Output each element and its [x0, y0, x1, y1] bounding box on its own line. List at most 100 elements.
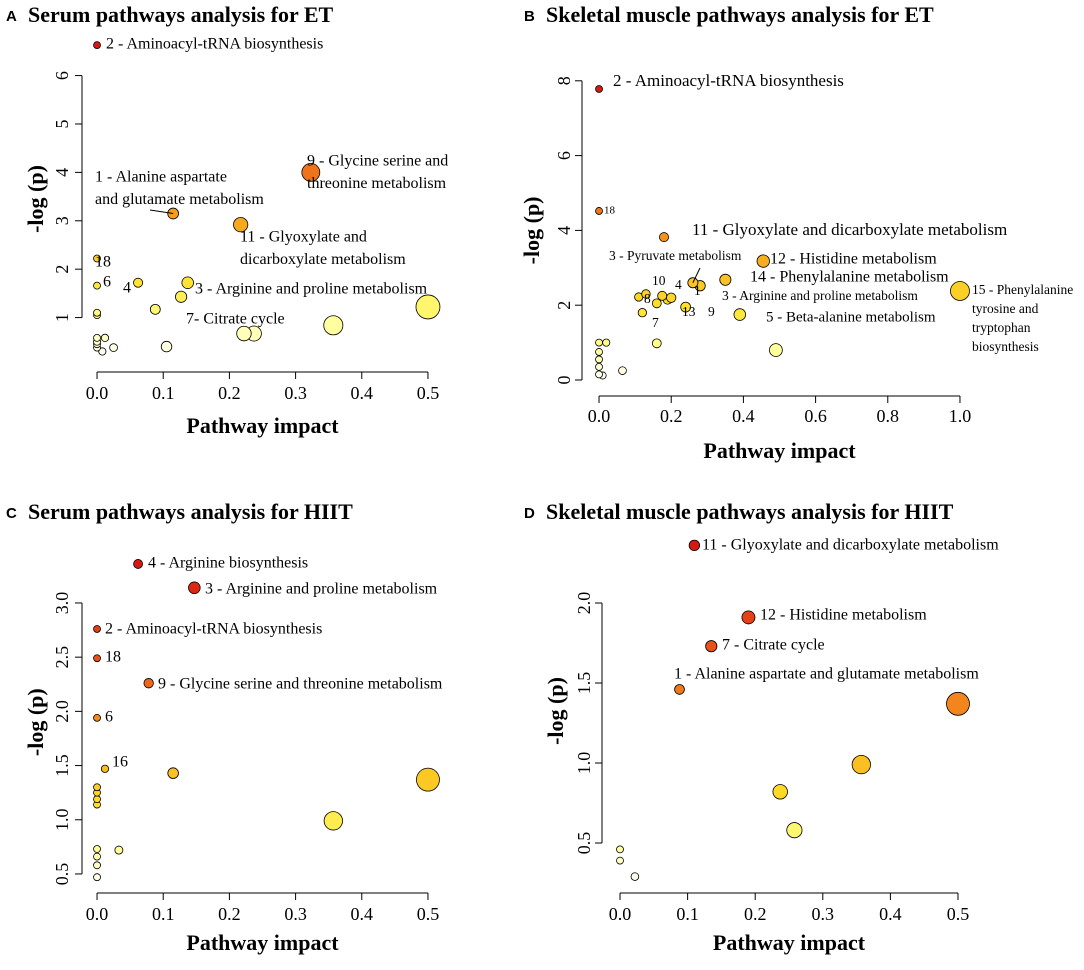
pathway-point: [657, 290, 668, 301]
pathway-point: [772, 784, 788, 800]
pathway-point: [93, 41, 101, 49]
point-label: 3 - Arginine and proline metabolism: [722, 288, 918, 303]
pathway-point: [114, 845, 124, 855]
y-axis-label: -log (p): [519, 196, 544, 264]
point-label: 7: [652, 315, 659, 330]
point-label: 6: [105, 709, 113, 726]
x-axis-label: Pathway impact: [186, 930, 339, 955]
y-axis-label: -log (p): [23, 688, 48, 756]
pathway-point: [637, 308, 647, 318]
x-tick-label: 0.4: [732, 406, 755, 426]
x-tick-label: 0.0: [609, 904, 632, 924]
x-tick-label: 0.1: [152, 383, 175, 403]
y-tick-label: 2: [554, 301, 574, 310]
pathway-point: [641, 289, 651, 299]
pathway-point: [705, 640, 718, 653]
pathway-point: [595, 338, 603, 347]
leader-line: [149, 209, 174, 215]
x-axis-label: Pathway impact: [713, 930, 866, 955]
panel-letter: A: [6, 8, 17, 25]
leader-line: [692, 267, 701, 283]
pathway-point: [160, 340, 173, 353]
y-tick-label: 2.0: [52, 700, 72, 723]
pathway-point: [688, 539, 701, 552]
y-tick-label: 0: [554, 376, 574, 385]
panel-letter: C: [6, 505, 17, 522]
pathway-point: [618, 366, 627, 375]
pathway-point: [719, 273, 732, 286]
point-label: 10: [652, 273, 666, 288]
pathway-point: [595, 348, 603, 356]
point-label: 7- Citrate cycle: [186, 311, 285, 328]
point-label: 6: [103, 274, 111, 291]
point-label: tryptophan: [972, 320, 1031, 335]
point-label: 9: [708, 304, 715, 319]
pathway-point: [167, 767, 179, 779]
y-tick-label: 2: [52, 265, 72, 274]
y-tick-label: 5: [52, 119, 72, 128]
pathway-point: [769, 343, 783, 357]
point-label: 15 - Phenylalanine: [972, 282, 1073, 297]
pathway-point: [149, 303, 161, 315]
point-label: 9 - Glycine serine and threonine metabol…: [158, 676, 443, 693]
pathway-point: [666, 292, 677, 303]
pathway-point: [851, 754, 871, 775]
y-tick-label: 1: [52, 313, 72, 322]
point-label: 4 - Arginine biosynthesis: [148, 555, 308, 572]
y-tick-label: 0.5: [52, 863, 72, 886]
pathway-point: [93, 873, 101, 882]
x-tick-label: 0.3: [284, 383, 307, 403]
pathway-point: [133, 559, 143, 569]
pathway-point: [630, 872, 640, 881]
x-tick-label: 0.2: [218, 383, 241, 403]
y-axis-label: -log (p): [23, 165, 48, 233]
pathway-point: [93, 713, 101, 722]
x-tick-label: 0.2: [744, 904, 767, 924]
point-label: 18: [95, 254, 111, 271]
pathway-point: [659, 232, 669, 243]
x-tick-label: 0.2: [660, 406, 683, 426]
y-tick-label: 2.5: [52, 646, 72, 669]
y-tick-label: 4: [52, 168, 72, 177]
x-tick-label: 0.5: [417, 383, 440, 403]
point-label: 4: [123, 280, 131, 297]
panel-title: Serum pathways analysis for HIIT: [28, 499, 353, 524]
x-tick-label: 0.0: [86, 904, 109, 924]
point-label: 9 - Glycine serine and: [307, 153, 448, 170]
point-label: 3 - Pyruvate metabolism: [609, 248, 742, 263]
point-label: 1: [694, 283, 701, 298]
x-tick-label: 0.2: [218, 904, 241, 924]
pathway-point: [93, 654, 101, 663]
y-tick-label: 6: [554, 151, 574, 160]
y-tick-label: 1.0: [574, 752, 594, 775]
pathway-point: [595, 355, 603, 364]
pathway-point: [674, 684, 685, 695]
point-label: 8: [644, 291, 651, 306]
panel: C Serum pathways analysis for HIIT 0.5 1.0 1…: [6, 499, 443, 955]
pathway-point: [616, 856, 624, 865]
pathway-point: [323, 315, 344, 336]
point-label: 13: [682, 304, 696, 319]
pathway-point: [93, 783, 101, 792]
point-label: 3 - Arginine and proline metabolism: [205, 581, 438, 598]
pathway-point: [93, 308, 101, 317]
x-tick-label: 0.4: [879, 904, 902, 924]
point-label: 2 - Aminoacyl-tRNA biosynthesis: [613, 71, 844, 90]
x-tick-label: 0.5: [947, 904, 970, 924]
pathway-point: [595, 85, 603, 93]
point-label: 2 - Aminoacyl-tRNA biosynthesis: [106, 36, 323, 53]
pathway-point: [323, 811, 343, 831]
pathway-point: [93, 625, 101, 633]
pathway-point: [946, 691, 970, 716]
pathway-point: [595, 370, 603, 379]
x-tick-label: 0.1: [152, 904, 175, 924]
x-tick-label: 0.0: [86, 383, 109, 403]
y-tick-label: 2.0: [574, 592, 594, 615]
pathway-point: [109, 343, 118, 352]
pathway-point: [415, 294, 441, 320]
point-label: 4: [675, 277, 682, 292]
y-tick-label: 1.5: [52, 754, 72, 777]
pathway-point: [188, 581, 201, 595]
pathway-point: [733, 308, 747, 321]
